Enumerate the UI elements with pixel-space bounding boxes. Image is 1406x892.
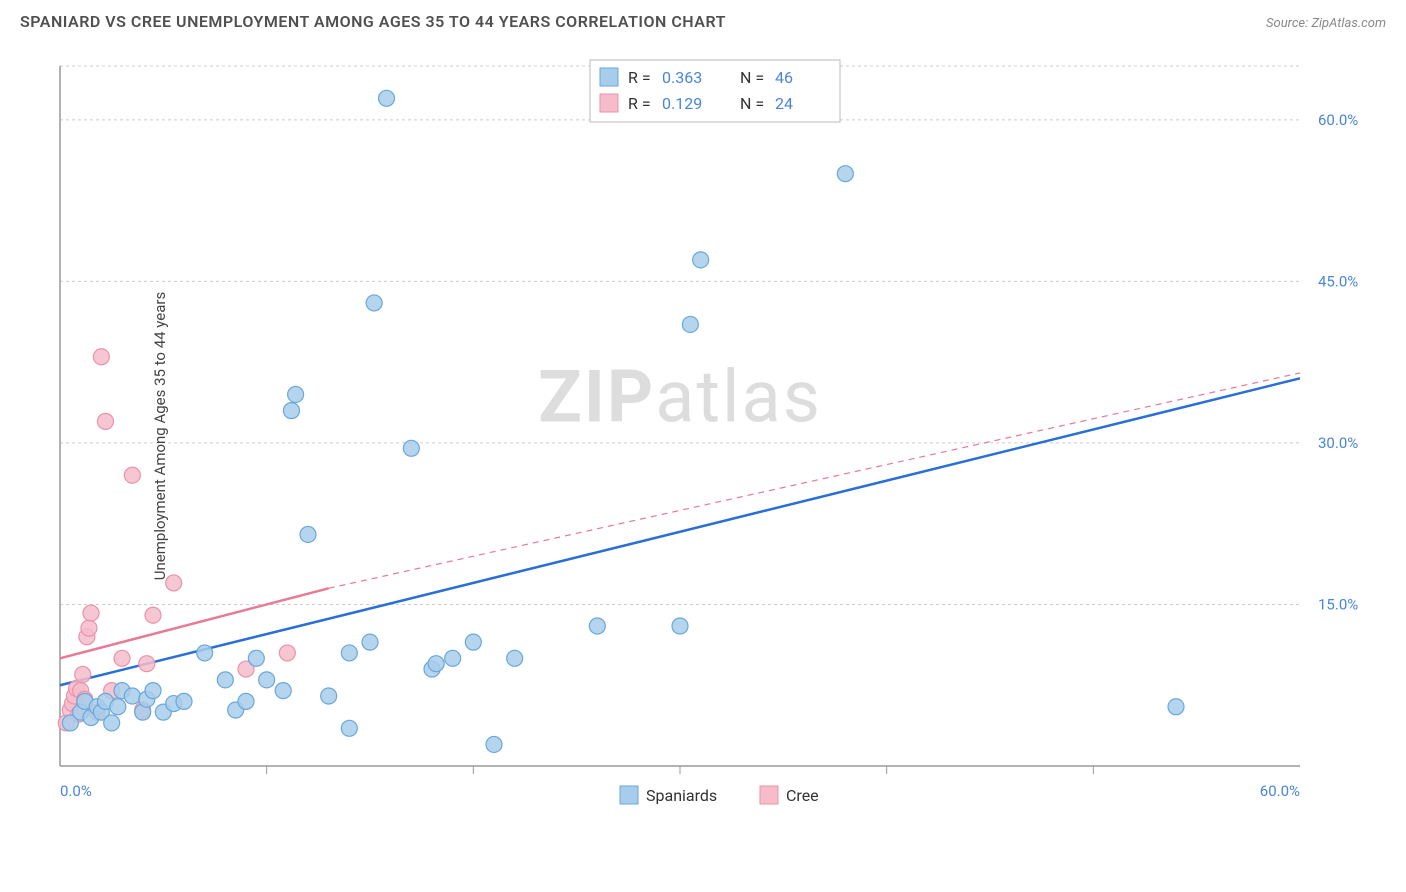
legend-bottom-label-cree: Cree bbox=[786, 786, 819, 805]
data-point-cree bbox=[81, 620, 97, 636]
data-point-spaniards bbox=[283, 403, 299, 419]
data-point-spaniards bbox=[379, 90, 395, 106]
scatter-chart: ZIPatlas 0.0% 60.0% 15.0% 30.0% 45.0% 60.0% R =… bbox=[50, 46, 1390, 826]
source-label: Source: bbox=[1266, 16, 1311, 31]
data-point-spaniards bbox=[486, 736, 502, 752]
data-point-cree bbox=[124, 467, 140, 483]
legend-bottom-swatch-cree bbox=[760, 786, 778, 804]
data-point-spaniards bbox=[104, 715, 120, 731]
data-point-cree bbox=[145, 607, 161, 623]
data-point-cree bbox=[139, 656, 155, 672]
legend-n-label: N = bbox=[740, 68, 764, 87]
data-point-spaniards bbox=[217, 672, 233, 688]
legend-r-value-cree: 0.129 bbox=[662, 94, 702, 113]
legend-n-value-spaniards: 46 bbox=[775, 68, 793, 87]
y-tick-label: 45.0% bbox=[1318, 272, 1358, 290]
data-point-spaniards bbox=[403, 440, 419, 456]
data-point-cree bbox=[75, 666, 91, 682]
data-point-spaniards bbox=[589, 618, 605, 634]
legend-swatch-spaniards bbox=[600, 68, 618, 86]
legend-bottom-label-spaniards: Spaniards bbox=[646, 786, 717, 805]
data-point-spaniards bbox=[197, 645, 213, 661]
data-point-spaniards bbox=[275, 683, 291, 699]
data-point-spaniards bbox=[445, 650, 461, 666]
data-point-cree bbox=[83, 605, 99, 621]
data-point-spaniards bbox=[362, 634, 378, 650]
chart-container: Unemployment Among Ages 35 to 44 years Z… bbox=[50, 46, 1390, 826]
data-point-spaniards bbox=[110, 699, 126, 715]
legend-swatch-cree bbox=[600, 94, 618, 112]
data-point-spaniards bbox=[837, 166, 853, 182]
data-point-spaniards bbox=[321, 688, 337, 704]
data-point-spaniards bbox=[288, 386, 304, 402]
legend-bottom-swatch-spaniards bbox=[620, 786, 638, 804]
data-point-spaniards bbox=[341, 645, 357, 661]
data-point-spaniards bbox=[259, 672, 275, 688]
data-point-spaniards bbox=[672, 618, 688, 634]
data-point-spaniards bbox=[366, 295, 382, 311]
data-point-spaniards bbox=[238, 693, 254, 709]
data-point-spaniards bbox=[341, 720, 357, 736]
data-point-cree bbox=[114, 650, 130, 666]
source-credit: Source: ZipAtlas.com bbox=[1266, 12, 1386, 31]
legend-n-value-cree: 24 bbox=[775, 94, 793, 113]
legend-r-label: R = bbox=[628, 68, 651, 87]
x-tick-label: 0.0% bbox=[60, 782, 92, 800]
x-tick-label: 60.0% bbox=[1260, 782, 1300, 800]
data-point-spaniards bbox=[1168, 699, 1184, 715]
data-point-cree bbox=[279, 645, 295, 661]
y-tick-label: 30.0% bbox=[1318, 434, 1358, 452]
legend-r-label: R = bbox=[628, 94, 651, 113]
data-point-spaniards bbox=[693, 252, 709, 268]
data-point-cree bbox=[97, 413, 113, 429]
legend-r-value-spaniards: 0.363 bbox=[662, 68, 702, 87]
y-axis-label: Unemployment Among Ages 35 to 44 years bbox=[151, 292, 169, 580]
data-point-spaniards bbox=[145, 683, 161, 699]
chart-title: SPANIARD VS CREE UNEMPLOYMENT AMONG AGES… bbox=[20, 12, 726, 31]
data-point-spaniards bbox=[465, 634, 481, 650]
legend-n-label: N = bbox=[740, 94, 764, 113]
data-point-spaniards bbox=[176, 693, 192, 709]
source-name: ZipAtlas.com bbox=[1311, 16, 1386, 31]
y-tick-label: 60.0% bbox=[1318, 111, 1358, 129]
data-point-spaniards bbox=[248, 650, 264, 666]
y-tick-label: 15.0% bbox=[1318, 595, 1358, 613]
data-point-cree bbox=[93, 349, 109, 365]
data-point-spaniards bbox=[300, 526, 316, 542]
data-point-spaniards bbox=[124, 688, 140, 704]
data-point-spaniards bbox=[682, 316, 698, 332]
watermark: ZIPatlas bbox=[538, 354, 822, 439]
data-point-spaniards bbox=[507, 650, 523, 666]
data-point-spaniards bbox=[428, 656, 444, 672]
